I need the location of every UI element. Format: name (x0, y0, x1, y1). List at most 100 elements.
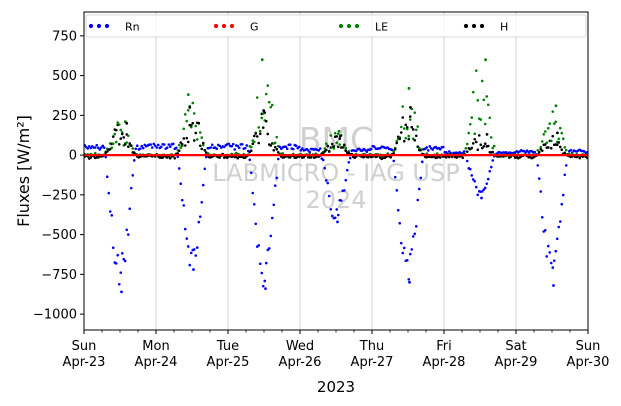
series-Rn-point (240, 142, 244, 146)
series-LE-point (125, 141, 129, 144)
series-LE-point (185, 119, 189, 123)
series-H-point (161, 156, 165, 159)
series-LE-point (554, 104, 558, 108)
series-LE-point (260, 116, 264, 120)
series-Rn-point (417, 187, 421, 191)
series-LE-point (179, 146, 183, 150)
series-H-point (273, 145, 277, 149)
series-Rn-point (348, 156, 352, 160)
series-Rn-point (425, 146, 429, 149)
series-Rn-point (116, 253, 120, 257)
series-Rn-point (420, 160, 424, 164)
x-tick-label-date: Apr-23 (63, 355, 106, 370)
series-LE-point (392, 149, 396, 153)
series-Rn-point (317, 149, 321, 152)
legend-marker-Rn (104, 23, 110, 29)
series-LE-point (126, 134, 130, 138)
series-Rn-point (525, 149, 529, 152)
series-Rn-point (159, 145, 163, 149)
series-LE-point (252, 140, 256, 144)
series-Rn-point (101, 144, 105, 148)
series-H-point (401, 116, 405, 119)
series-Rn-point (135, 144, 139, 148)
series-Rn-point (104, 155, 108, 159)
series-H-point (411, 128, 415, 131)
series-Rn-point (291, 147, 295, 151)
series-H-point (327, 150, 331, 153)
series-Rn-point (555, 237, 559, 241)
series-H-point (261, 126, 265, 129)
series-Rn-point (557, 225, 561, 229)
series-H-point (461, 156, 465, 160)
series-Rn-point (537, 177, 541, 180)
series-Rn-point (275, 176, 279, 180)
series-LE-point (131, 147, 135, 150)
series-Rn-point (545, 255, 549, 258)
series-LE-point (554, 120, 558, 124)
series-Rn-point (336, 213, 340, 217)
series-Rn-point (402, 246, 406, 250)
series-Rn-point (120, 290, 123, 294)
series-H-point (177, 149, 181, 153)
series-Rn-point (117, 282, 121, 286)
series-H-point (408, 115, 412, 118)
series-Rn-point (345, 168, 349, 172)
series-Rn-point (480, 196, 483, 200)
series-Rn-point (543, 228, 547, 232)
series-H-point (537, 151, 541, 154)
series-H-point (549, 146, 553, 150)
series-H-point (405, 125, 409, 129)
series-H-point (262, 109, 266, 112)
series-LE-point (474, 69, 478, 72)
series-LE-point (558, 126, 562, 130)
series-LE-point (405, 127, 409, 131)
series-LE-point (114, 140, 118, 144)
series-Rn-point (392, 159, 396, 163)
series-Rn-point (333, 216, 337, 220)
series-LE-point (186, 109, 190, 112)
series-Rn-point (297, 145, 301, 149)
series-Rn-point (335, 208, 339, 211)
series-H-point (194, 131, 198, 135)
series-Rn-point (321, 158, 325, 162)
series-H-point (191, 121, 195, 125)
series-LE-point (465, 142, 469, 146)
series-LE-point (192, 112, 196, 115)
series-LE-point (332, 147, 336, 150)
series-Rn-point (561, 193, 565, 197)
y-axis: 750 500 250 0 −250 −500 −750 −1000 (33, 29, 84, 323)
series-Rn-point (323, 166, 327, 170)
series-H-point (119, 137, 123, 140)
series-LE-point (416, 125, 420, 128)
series-H-point (198, 144, 202, 148)
legend-marker-G (229, 23, 235, 29)
series-H-point (407, 137, 411, 141)
series-H-point (123, 143, 127, 146)
series-H-point (200, 147, 204, 151)
x-tick-label-date: Apr-26 (279, 355, 322, 370)
series-Rn-point (128, 207, 132, 210)
series-Rn-point (110, 214, 114, 217)
series-Rn-point (489, 165, 493, 169)
series-Rn-point (533, 150, 537, 154)
series-H-point (188, 106, 192, 109)
series-LE-point (117, 123, 121, 126)
legend: Rn G LE H (85, 14, 587, 38)
series-Rn-point (413, 232, 417, 236)
series-LE-point (563, 146, 567, 149)
series-Rn-point (251, 191, 255, 195)
series-Rn-point (86, 147, 90, 150)
series-Rn-point (257, 244, 261, 247)
series-LE-point (404, 136, 408, 140)
x-axis-label: 2023 (317, 378, 355, 396)
series-H-point (125, 121, 129, 125)
series-H-point (332, 145, 336, 148)
x-tick-label-day: Sun (72, 339, 97, 354)
series-LE-point (116, 121, 120, 124)
series-H-point (192, 139, 196, 142)
x-tick-label-day: Sat (505, 339, 526, 354)
series-Rn-point (179, 182, 183, 186)
series-Rn-point (149, 143, 153, 146)
series-Rn-point (462, 150, 466, 153)
